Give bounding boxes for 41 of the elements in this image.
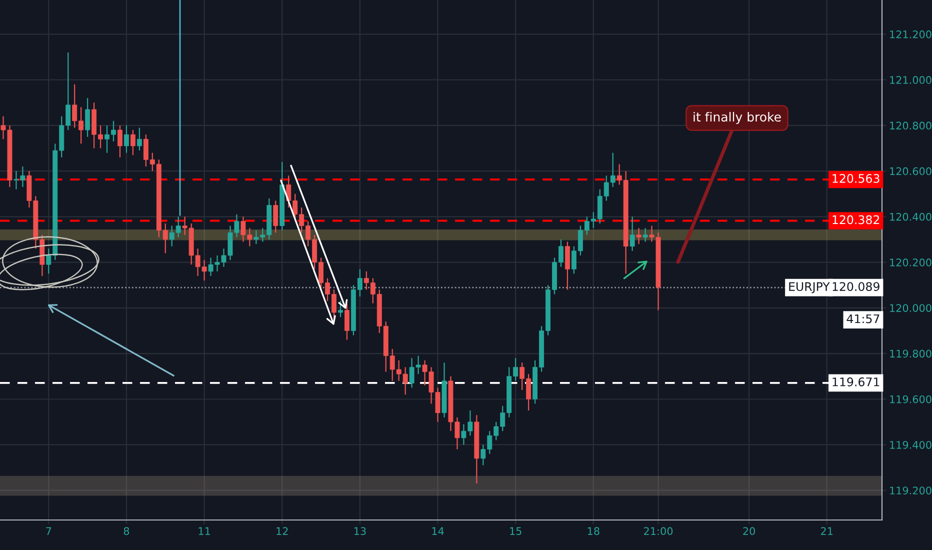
y-tick-label: 119.800 — [890, 350, 932, 358]
candlestick — [630, 216, 635, 252]
y-tick-label: 119.200 — [890, 486, 932, 494]
ref-line-label: 120.563 — [832, 174, 880, 183]
y-tick-label: 119.600 — [890, 395, 932, 404]
candlestick — [642, 228, 648, 242]
x-tick-label: 18 — [588, 527, 600, 536]
candlestick — [636, 228, 642, 245]
candlestick — [130, 129, 136, 156]
candlestick — [338, 300, 343, 318]
x-tick-label: 12 — [276, 527, 288, 535]
x-tick-label: 15 — [510, 527, 522, 536]
x-tick-label: 21:00 — [644, 527, 673, 536]
candlestick — [85, 98, 90, 138]
candlestick — [344, 302, 350, 340]
ref-line-label: 120.089 — [832, 282, 880, 292]
y-tick-label: 120.200 — [890, 258, 932, 266]
candlestick — [118, 124, 122, 158]
candlestick — [124, 124, 129, 154]
candlestick — [136, 127, 142, 152]
y-tick-label: 120.400 — [890, 212, 932, 221]
y-tick-label: 120.000 — [890, 304, 932, 312]
x-tick-label: 8 — [124, 527, 130, 536]
y-tick-label: 120.600 — [890, 167, 932, 176]
y-tick-label: 121.200 — [890, 30, 932, 38]
annotation: EURJPY — [789, 282, 830, 294]
y-tick-label: 121.000 — [890, 76, 932, 84]
ref-line-label: 119.671 — [832, 377, 880, 386]
x-tick-label: 14 — [432, 527, 444, 535]
candlestick — [273, 200, 278, 234]
x-tick-label: 11 — [198, 527, 210, 535]
x-tick-label: 7 — [46, 527, 52, 535]
annotation: it finally broke — [694, 112, 781, 124]
ref-line-label: 120.382 — [832, 215, 880, 224]
x-tick-label: 13 — [354, 527, 366, 536]
y-tick-label: 120.800 — [890, 122, 932, 130]
y-tick-label: 119.400 — [890, 440, 932, 449]
x-tick-label: 20 — [743, 527, 755, 536]
candlestick — [564, 241, 570, 290]
x-tick-label: 21 — [821, 527, 833, 535]
annotation: 41:57 — [846, 314, 880, 324]
